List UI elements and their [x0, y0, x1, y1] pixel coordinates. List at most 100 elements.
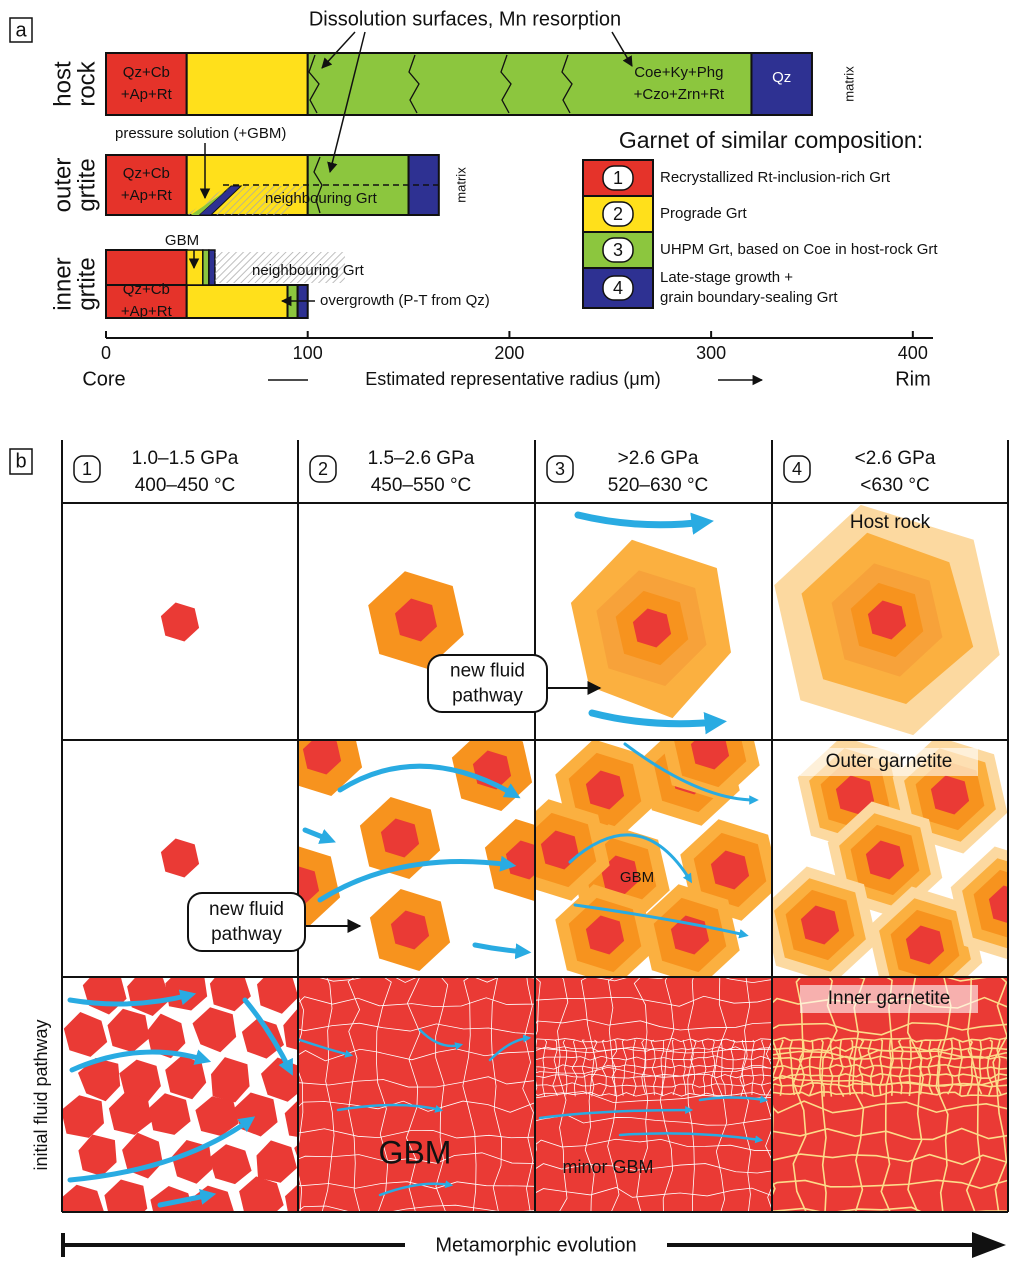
figure: ahostrockoutergrtiteinnergrtiteQz+Cb+Ap+…	[0, 0, 1012, 1261]
side-label-text: initial fluid pathway	[31, 1019, 51, 1170]
zone-label: Coe+Ky+Phg	[634, 64, 723, 81]
gbm-label: GBM	[379, 1134, 452, 1170]
axis-title: Estimated representative radius (μm)	[365, 369, 660, 389]
gbm-label: GBM	[620, 869, 654, 886]
legend-title: Garnet of similar composition:	[619, 127, 923, 153]
garnet	[257, 1140, 298, 1182]
grain-fill	[298, 977, 535, 1212]
stage-number: 3	[555, 459, 565, 479]
garnet	[193, 1007, 237, 1052]
garnet	[149, 1093, 191, 1135]
annotation: GBM	[165, 232, 199, 249]
fluid-arrow	[592, 713, 718, 724]
matrix-label: matrix	[841, 66, 856, 102]
row-label: Outer garnetite	[826, 751, 953, 772]
garnet	[211, 1057, 250, 1102]
inner-top-blue	[209, 250, 215, 285]
row-name-line: outer	[49, 158, 76, 213]
stage-temperature: 400–450 °C	[135, 475, 236, 496]
stage-number: 1	[82, 459, 92, 479]
footer: Metamorphic evolution	[435, 1234, 636, 1256]
gbm-label: minor GBM	[562, 1157, 653, 1177]
garnet	[161, 603, 199, 642]
zone-label: Qz+Cb	[123, 64, 170, 81]
fluid-arrow	[305, 830, 330, 840]
annotation: pressure solution (+GBM)	[115, 125, 286, 142]
row-name-line: rock	[73, 60, 100, 106]
garnet	[78, 1135, 116, 1177]
zone-label: Qz+Cb	[123, 281, 170, 298]
matrix-text: matrix	[841, 66, 856, 102]
cell	[161, 603, 199, 642]
garnet	[234, 1093, 278, 1137]
matrix-label: matrix	[453, 167, 468, 203]
annotation: overgrowth (P-T from Qz)	[320, 292, 490, 309]
garnet	[150, 1186, 194, 1228]
garnet	[108, 1009, 150, 1053]
garnet	[104, 1180, 147, 1225]
legend-number: 1	[613, 168, 623, 188]
zone-segment	[106, 53, 187, 115]
zone-label: Qz	[772, 69, 791, 86]
legend-number: 2	[613, 204, 623, 224]
row-name-line: inner	[49, 257, 76, 310]
legend-text: grain boundary-sealing Grt	[660, 289, 838, 306]
callout-text: new fluid	[209, 899, 284, 920]
zone-segment	[187, 285, 288, 318]
garnet	[239, 1176, 284, 1220]
row-name: innergrtite	[49, 257, 100, 310]
axis-right: Rim	[895, 368, 931, 390]
annotation: Dissolution surfaces, Mn resorption	[309, 8, 621, 30]
garnet	[165, 1055, 206, 1099]
stage-temperature: <630 °C	[860, 475, 929, 496]
stage-pressure: >2.6 GPa	[618, 448, 699, 469]
stage-temperature: 450–550 °C	[371, 475, 472, 496]
callout-text: pathway	[452, 686, 523, 707]
zone-label: +Ap+Rt	[121, 187, 173, 204]
garnet	[60, 1185, 104, 1229]
garnet	[83, 968, 127, 1014]
x-tick-label: 100	[293, 343, 323, 363]
garnet	[190, 1186, 234, 1229]
inner-top-yellow	[187, 250, 203, 285]
panel-label: a	[15, 19, 27, 41]
x-tick-label: 0	[101, 343, 111, 363]
legend-text: Recrystallized Rt-inclusion-rich Grt	[660, 169, 891, 186]
annotation: neighbouring Grt	[265, 190, 378, 207]
legend-text: UHPM Grt, based on Coe in host-rock Grt	[660, 241, 938, 258]
garnet	[210, 967, 251, 1012]
row-name: hostrock	[49, 60, 100, 106]
x-tick-label: 400	[898, 343, 928, 363]
cell	[571, 515, 731, 724]
cell	[510, 699, 779, 985]
row-name-line: host	[49, 61, 76, 107]
fluid-arrow	[578, 515, 705, 525]
garnet	[61, 1095, 104, 1138]
cell	[161, 839, 199, 878]
grain-boundary	[535, 1213, 777, 1221]
stage-number: 4	[792, 459, 802, 479]
inner-top-green	[203, 250, 209, 285]
row-label: Inner garnetite	[828, 988, 951, 1009]
zone-segment	[187, 53, 308, 115]
legend-number: 3	[613, 240, 623, 260]
stage-pressure: <2.6 GPa	[855, 448, 936, 469]
legend-text: Late-stage growth +	[660, 269, 793, 286]
garnet	[109, 1092, 152, 1135]
garnet	[165, 968, 207, 1011]
legend-text: Prograde Grt	[660, 205, 748, 222]
garnet	[64, 1012, 107, 1057]
fluid-arrow	[475, 945, 525, 952]
zone-label: Qz+Cb	[123, 165, 170, 182]
zone-label: +Ap+Rt	[121, 303, 173, 320]
stage-number: 2	[318, 459, 328, 479]
inner-core-top	[106, 250, 187, 285]
annotation: neighbouring Grt	[252, 262, 365, 279]
stage-temperature: 520–630 °C	[608, 475, 709, 496]
legend-number: 4	[613, 278, 623, 298]
zone-segment	[308, 53, 752, 115]
cell	[763, 737, 1012, 1004]
stage-pressure: 1.5–2.6 GPa	[368, 448, 475, 469]
garnet	[161, 839, 199, 878]
